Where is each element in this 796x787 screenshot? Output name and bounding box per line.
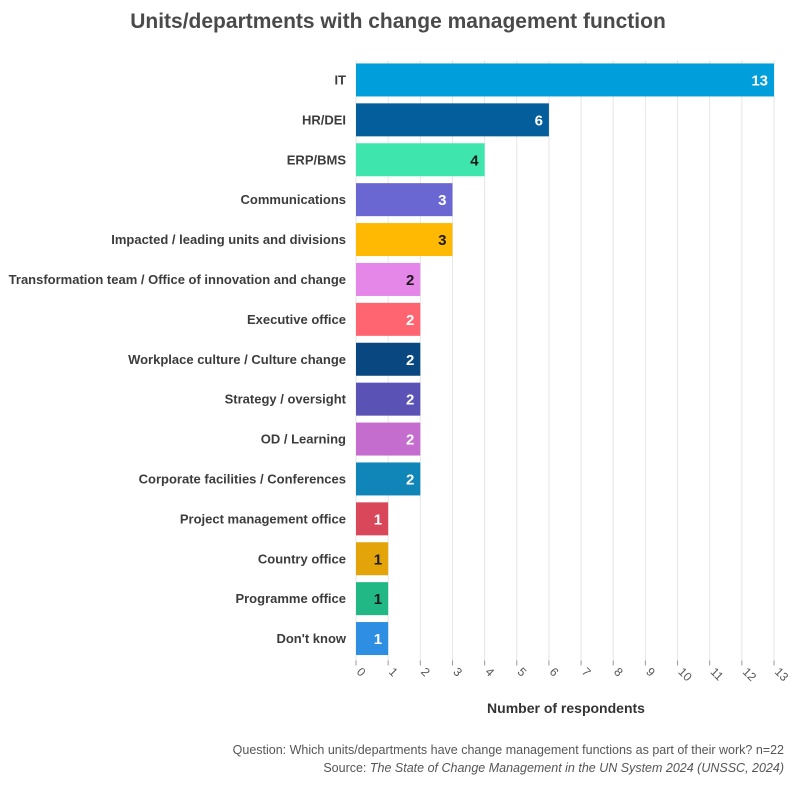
category-label: Corporate facilities / Conferences <box>139 471 346 486</box>
question-note: Question: Which units/departments have c… <box>232 743 784 757</box>
data-label: 2 <box>406 471 414 488</box>
x-tick-label: 5 <box>515 665 530 680</box>
data-label: 2 <box>406 392 414 409</box>
x-tick-label: 9 <box>643 665 658 680</box>
category-label: Communications <box>241 192 346 207</box>
data-label: 1 <box>374 591 382 608</box>
category-label: Impacted / leading units and divisions <box>111 232 346 247</box>
category-label: Executive office <box>247 312 346 327</box>
category-label: Don't know <box>276 631 346 646</box>
x-tick-label: 13 <box>772 665 792 685</box>
data-label: 13 <box>751 72 768 89</box>
x-tick-label: 2 <box>418 665 433 680</box>
data-label: 2 <box>406 432 414 449</box>
bar <box>356 103 549 137</box>
bar <box>356 223 453 257</box>
bar <box>356 502 389 536</box>
x-tick-label: 0 <box>354 665 369 680</box>
bar <box>356 382 421 416</box>
x-tick-label: 6 <box>547 665 562 680</box>
bar <box>356 262 421 296</box>
x-tick-label: 10 <box>675 665 695 685</box>
source-prefix: Source: <box>323 761 370 775</box>
x-tick-label: 4 <box>482 665 497 680</box>
data-label: 1 <box>374 511 382 528</box>
data-label: 2 <box>406 352 414 369</box>
data-label: 3 <box>438 232 446 249</box>
x-tick-label: 7 <box>579 665 594 680</box>
x-tick-label: 12 <box>740 665 760 685</box>
category-label: Workplace culture / Culture change <box>128 352 346 367</box>
chart-title: Units/departments with change management… <box>130 10 666 33</box>
data-label: 2 <box>406 272 414 289</box>
category-label: Strategy / oversight <box>225 392 347 407</box>
category-label: HR/DEI <box>302 112 346 127</box>
category-label: ERP/BMS <box>287 152 347 167</box>
x-tick-label: 3 <box>450 665 465 680</box>
category-label: OD / Learning <box>261 432 346 447</box>
bar <box>356 183 453 217</box>
data-label: 4 <box>470 152 479 169</box>
bar <box>356 582 389 616</box>
category-label: Country office <box>258 551 346 566</box>
data-label: 3 <box>438 192 446 209</box>
bar <box>356 622 389 656</box>
bar <box>356 422 421 456</box>
category-label: Programme office <box>235 591 346 606</box>
data-label: 2 <box>406 312 414 329</box>
data-label: 1 <box>374 551 382 568</box>
bar <box>356 143 485 177</box>
source-title: The State of Change Management in the UN… <box>369 761 784 775</box>
bar <box>356 302 421 336</box>
source-note: Source: The State of Change Management i… <box>233 759 784 777</box>
bar <box>356 542 389 576</box>
x-tick-label: 8 <box>611 665 626 680</box>
category-label: IT <box>334 72 346 87</box>
data-label: 6 <box>535 112 543 129</box>
category-label: Transformation team / Office of innovati… <box>9 272 346 287</box>
chart-footer: Question: Which units/departments have c… <box>233 741 784 777</box>
bar <box>356 63 774 97</box>
x-tick-label: 11 <box>708 665 727 684</box>
category-label: Project management office <box>180 511 346 526</box>
x-tick-label: 1 <box>386 665 401 680</box>
x-axis-label: Number of respondents <box>487 700 645 716</box>
data-label: 1 <box>374 631 382 648</box>
bar <box>356 462 421 496</box>
bar <box>356 342 421 376</box>
